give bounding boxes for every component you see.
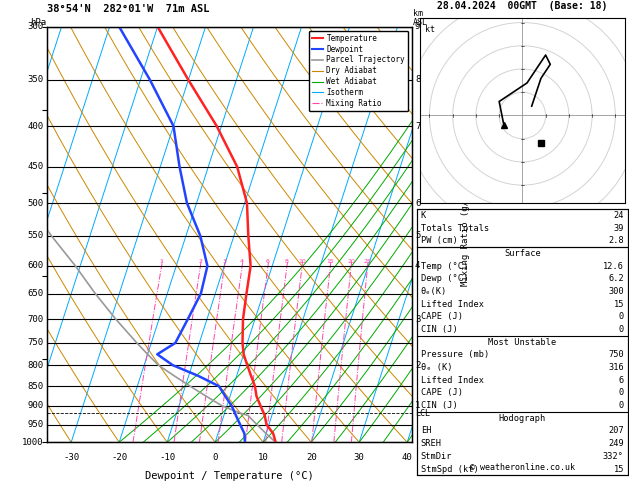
Text: 15: 15 [613, 299, 624, 309]
Text: StmSpd (kt): StmSpd (kt) [421, 465, 479, 473]
Text: 800: 800 [28, 361, 43, 370]
Text: 40: 40 [402, 452, 413, 462]
Text: 207: 207 [608, 426, 624, 435]
Text: StmDir: StmDir [421, 452, 452, 461]
Text: 6: 6 [619, 376, 624, 385]
Text: 0: 0 [619, 312, 624, 321]
Text: 8: 8 [415, 75, 420, 85]
Text: 0: 0 [619, 388, 624, 398]
Text: 1: 1 [415, 401, 420, 410]
Text: 600: 600 [28, 261, 43, 270]
Text: 750: 750 [608, 350, 624, 359]
Y-axis label: Mixing Ratio (g/kg): Mixing Ratio (g/kg) [460, 183, 470, 286]
Text: 3: 3 [223, 259, 226, 264]
Text: 2: 2 [198, 259, 203, 264]
X-axis label: Dewpoint / Temperature (°C): Dewpoint / Temperature (°C) [145, 471, 314, 482]
Text: 249: 249 [608, 439, 624, 448]
Text: 7: 7 [415, 122, 420, 131]
Text: hPa: hPa [30, 17, 46, 27]
Text: 400: 400 [28, 122, 43, 131]
Text: 24: 24 [613, 211, 624, 220]
Text: 38°54'N  282°01'W  71m ASL: 38°54'N 282°01'W 71m ASL [47, 3, 209, 14]
Text: 350: 350 [28, 75, 43, 85]
Text: Pressure (mb): Pressure (mb) [421, 350, 489, 359]
Text: CIN (J): CIN (J) [421, 325, 457, 334]
Text: 30: 30 [354, 452, 365, 462]
Text: CAPE (J): CAPE (J) [421, 388, 463, 398]
Text: © weatheronline.co.uk: © weatheronline.co.uk [470, 463, 575, 472]
Text: LCL: LCL [415, 409, 430, 418]
Text: Hodograph: Hodograph [499, 414, 546, 423]
Text: 0: 0 [619, 401, 624, 410]
Text: 6.2: 6.2 [608, 274, 624, 283]
Text: 300: 300 [28, 22, 43, 31]
Text: 850: 850 [28, 382, 43, 391]
Text: 8: 8 [285, 259, 289, 264]
Text: 316: 316 [608, 363, 624, 372]
Text: θₑ (K): θₑ (K) [421, 363, 452, 372]
Text: 1: 1 [160, 259, 164, 264]
Text: Totals Totals: Totals Totals [421, 224, 489, 232]
Text: Most Unstable: Most Unstable [488, 338, 557, 347]
Text: 15: 15 [326, 259, 334, 264]
Text: 750: 750 [28, 338, 43, 347]
Text: Lifted Index: Lifted Index [421, 299, 484, 309]
Text: 20: 20 [347, 259, 355, 264]
Text: Lifted Index: Lifted Index [421, 376, 484, 385]
Text: 900: 900 [28, 401, 43, 410]
Text: 15: 15 [613, 465, 624, 473]
Text: 28.04.2024  00GMT  (Base: 18): 28.04.2024 00GMT (Base: 18) [437, 1, 608, 11]
Text: Surface: Surface [504, 249, 541, 258]
Text: kt: kt [425, 25, 435, 34]
Text: km
ASL: km ASL [413, 9, 428, 27]
Text: -20: -20 [111, 452, 127, 462]
Text: 12.6: 12.6 [603, 261, 624, 271]
Text: 550: 550 [28, 231, 43, 241]
Text: 300: 300 [608, 287, 624, 296]
Text: Dewp (°C): Dewp (°C) [421, 274, 468, 283]
Legend: Temperature, Dewpoint, Parcel Trajectory, Dry Adiabat, Wet Adiabat, Isotherm, Mi: Temperature, Dewpoint, Parcel Trajectory… [309, 31, 408, 111]
Text: -30: -30 [63, 452, 79, 462]
Text: 950: 950 [28, 420, 43, 429]
Text: 700: 700 [28, 314, 43, 324]
Text: 0: 0 [619, 325, 624, 334]
Text: 3: 3 [415, 314, 420, 324]
Text: 39: 39 [613, 224, 624, 232]
Text: θₑ(K): θₑ(K) [421, 287, 447, 296]
Text: 6: 6 [415, 199, 420, 208]
Text: 4: 4 [415, 261, 420, 270]
Text: K: K [421, 211, 426, 220]
Text: 25: 25 [364, 259, 372, 264]
Text: SREH: SREH [421, 439, 442, 448]
Text: 5: 5 [415, 231, 420, 241]
Text: 4: 4 [240, 259, 244, 264]
Text: 0: 0 [213, 452, 218, 462]
Text: 9: 9 [415, 22, 420, 31]
Text: Temp (°C): Temp (°C) [421, 261, 468, 271]
Text: 10: 10 [258, 452, 269, 462]
Text: 10: 10 [298, 259, 306, 264]
Text: 20: 20 [306, 452, 316, 462]
Text: PW (cm): PW (cm) [421, 236, 457, 245]
Text: 1000: 1000 [22, 438, 43, 447]
Text: 2.8: 2.8 [608, 236, 624, 245]
Text: 332°: 332° [603, 452, 624, 461]
Text: -10: -10 [159, 452, 175, 462]
Text: 2: 2 [415, 361, 420, 370]
Text: 500: 500 [28, 199, 43, 208]
Text: CIN (J): CIN (J) [421, 401, 457, 410]
Text: 650: 650 [28, 289, 43, 298]
Text: 6: 6 [266, 259, 270, 264]
Text: CAPE (J): CAPE (J) [421, 312, 463, 321]
Text: 450: 450 [28, 162, 43, 171]
Text: EH: EH [421, 426, 431, 435]
